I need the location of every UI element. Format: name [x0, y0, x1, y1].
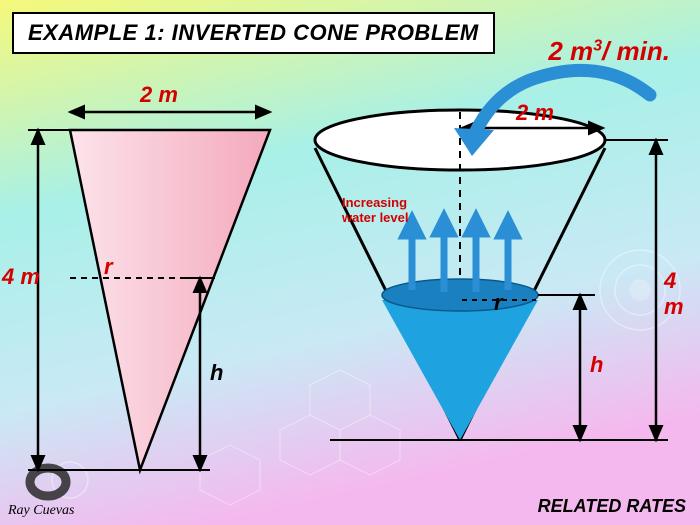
increasing-line2: water level: [342, 210, 409, 225]
triangle-group: [28, 112, 270, 470]
title-text: EXAMPLE 1: INVERTED CONE PROBLEM: [28, 20, 479, 45]
tri-h: h: [210, 360, 223, 386]
increasing-line1: Increasing: [342, 195, 407, 210]
rate-exp: 3: [593, 37, 602, 54]
rate-value: 2 m: [548, 36, 593, 66]
tri-top-dim: 2 m: [140, 82, 178, 108]
increasing-label: Increasing water level: [342, 196, 409, 226]
footer-text: RELATED RATES: [538, 496, 686, 517]
title-box: EXAMPLE 1: INVERTED CONE PROBLEM: [12, 12, 495, 54]
tri-r: r: [104, 254, 113, 280]
cone-h: h: [590, 352, 603, 378]
diagram-canvas: EXAMPLE 1: INVERTED CONE PROBLEM 2 m3/ m…: [0, 0, 700, 525]
cone-top-dim: 2 m: [516, 100, 554, 126]
cone-right-dim: 4 m: [664, 268, 700, 320]
cone-r: r: [494, 290, 503, 316]
tri-left-dim: 4 m: [2, 264, 40, 290]
rate-suffix: / min.: [602, 36, 670, 66]
rate-label: 2 m3/ min.: [548, 36, 670, 67]
cone-group: [315, 70, 668, 440]
author-text: Ray Cuevas: [8, 503, 74, 519]
